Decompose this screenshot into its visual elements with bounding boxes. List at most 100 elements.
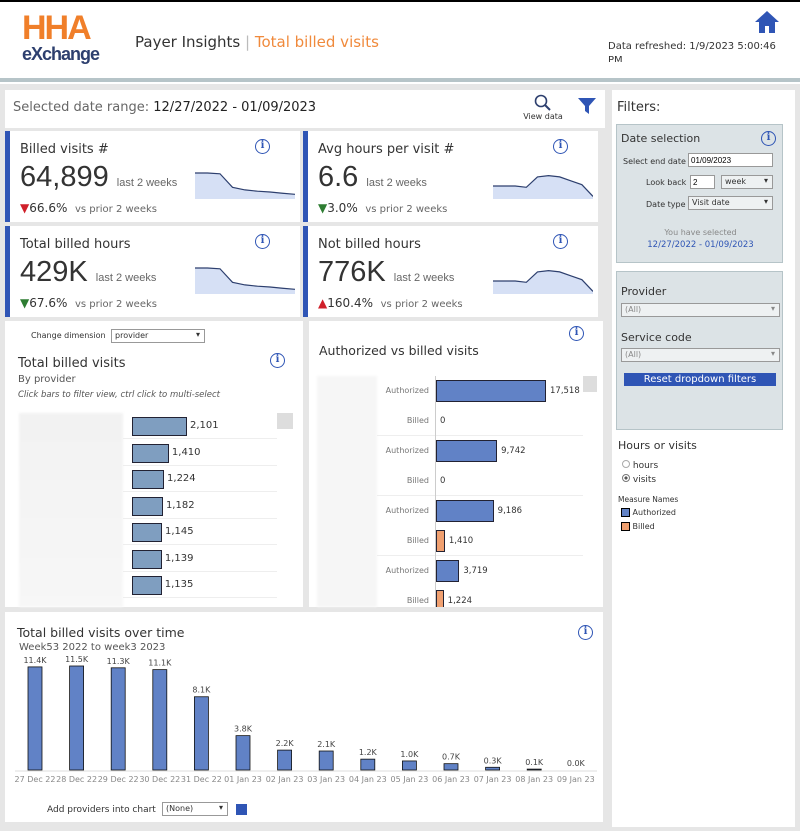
provider-bar[interactable] [132,523,162,542]
auth-bar-row[interactable]: Authorized 9,742 [377,436,583,466]
auth-bar-row[interactable]: Billed 1,410 [377,526,583,556]
provider-bar-row[interactable]: 1,145 [123,519,277,545]
time-bar[interactable] [318,750,334,771]
time-bar[interactable] [110,667,126,771]
triangle-up-icon: ▲ [318,296,328,310]
time-bar-label: 11.5K [65,655,89,664]
provider-bar[interactable] [132,417,187,436]
provider-bar-label: 1,135 [164,579,194,590]
time-bar-label: 11.1K [148,659,172,668]
scrollbar[interactable] [277,413,293,429]
lookback-input[interactable] [690,175,715,189]
time-bar[interactable] [152,669,168,771]
kpi-compare: vs prior 2 weeks [75,204,157,215]
change-dimension-select[interactable]: provider [111,329,205,343]
date-range-label: Selected date range: [13,100,150,115]
provider-label: Provider [621,285,667,298]
auth-bar-row[interactable]: Billed 0 [377,466,583,496]
auth-bar[interactable] [436,530,445,552]
time-bar[interactable] [401,760,417,771]
radio-visits[interactable]: visits [622,474,656,485]
measure-label: Authorized [385,446,429,455]
auth-bar[interactable] [436,380,546,402]
info-icon[interactable]: i [553,234,568,249]
date-range-value: 12/27/2022 - 01/09/2023 [153,100,317,115]
filter-icon[interactable] [578,98,596,117]
time-bar[interactable] [193,696,209,771]
auth-bar-row[interactable]: Authorized 17,518 [377,376,583,406]
time-bar[interactable] [235,735,251,771]
time-bar[interactable] [277,749,293,771]
x-tick-label: 06 Jan 23 [432,775,470,784]
triangle-down-icon: ▼ [20,296,30,310]
kpi-number: 6.6 [318,161,359,193]
reset-filters-button[interactable]: Reset dropdown filters [624,373,776,386]
auth-bar[interactable] [436,590,444,607]
lookback-unit-select[interactable]: week [721,175,773,189]
auth-bar[interactable] [436,560,460,582]
auth-bar[interactable] [436,440,498,462]
x-tick-label: 08 Jan 23 [515,775,553,784]
provider-bar-row[interactable]: 1,139 [123,546,277,572]
sparkline-line [195,172,295,195]
provider-bar[interactable] [132,443,169,463]
auth-bar[interactable] [436,500,494,522]
radio-hours[interactable]: hours [622,460,658,471]
provider-bar-row[interactable]: 1,135 [123,572,277,598]
provider-bar-row[interactable]: 1,224 [123,466,277,492]
kpi-value: 6.6 last 2 weeks [318,161,427,194]
x-tick-label: 01 Jan 23 [224,775,262,784]
provider-bar-label: 1,410 [171,446,201,458]
info-icon[interactable]: i [255,139,270,154]
time-bar[interactable] [27,666,43,771]
legend-billed[interactable]: Billed [621,522,655,531]
provider-bar[interactable] [132,470,165,489]
sparkline-area [195,268,295,294]
provider-select[interactable]: (All) [621,303,780,317]
sparkline [493,269,593,294]
chart-subtitle: Week53 2022 to week3 2023 [19,642,166,653]
legend-authorized[interactable]: Authorized [621,508,676,517]
provider-bar[interactable] [132,576,162,595]
info-icon[interactable]: i [255,234,270,249]
time-bar[interactable] [443,763,459,771]
data-refreshed: Data refreshed: 1/9/2023 5:00:46 PM [608,41,776,62]
add-providers-select[interactable]: (None) [162,802,228,816]
time-bar[interactable] [485,766,501,771]
info-icon[interactable]: i [761,131,776,146]
auth-bar-row[interactable]: Authorized 3,719 [377,556,583,586]
scrollbar[interactable] [583,376,597,392]
service-code-select[interactable]: (All) [621,348,780,362]
time-bar[interactable] [69,665,84,771]
info-icon[interactable]: i [569,326,584,341]
info-icon[interactable]: i [553,139,568,154]
end-date-label: Select end date [623,157,686,166]
x-tick-label: 07 Jan 23 [474,775,512,784]
info-icon[interactable]: i [578,625,593,640]
provider-bar[interactable] [132,549,162,569]
provider-bar[interactable] [132,496,163,516]
auth-bar-row[interactable]: Billed 1,224 [377,586,583,607]
time-bar[interactable] [360,758,376,771]
date-type-select[interactable]: Visit date [688,196,773,210]
kpi-card: Total billed hours i 429K last 2 weeks ▼… [5,226,300,317]
measure-label: Authorized [385,506,429,515]
auth-bar-row[interactable]: Billed 0 [377,406,583,436]
app-name: Payer Insights [135,33,241,51]
date-range-bar: Selected date range: 12/27/2022 - 01/09/… [5,90,605,128]
provider-bar-row[interactable]: 2,101 [123,413,277,439]
auth-bar-row[interactable]: Authorized 9,186 [377,496,583,526]
x-tick-label: 29 Dec 22 [98,775,139,784]
time-bar-label: 11.4K [23,656,47,665]
provider-bar-label: 2,101 [190,420,219,431]
provider-bar-row[interactable]: 1,182 [123,493,277,519]
info-icon[interactable]: i [270,353,285,368]
auth-bar-label: 1,410 [448,536,474,546]
provider-bar-row[interactable]: 1,410 [123,440,277,466]
view-data-button[interactable]: View data [522,94,564,121]
end-date-input[interactable] [688,153,773,167]
home-icon[interactable] [754,10,780,34]
time-bar[interactable] [526,768,542,771]
kpi-period: last 2 weeks [366,177,427,189]
time-bar-label: 0.1K [525,758,544,767]
